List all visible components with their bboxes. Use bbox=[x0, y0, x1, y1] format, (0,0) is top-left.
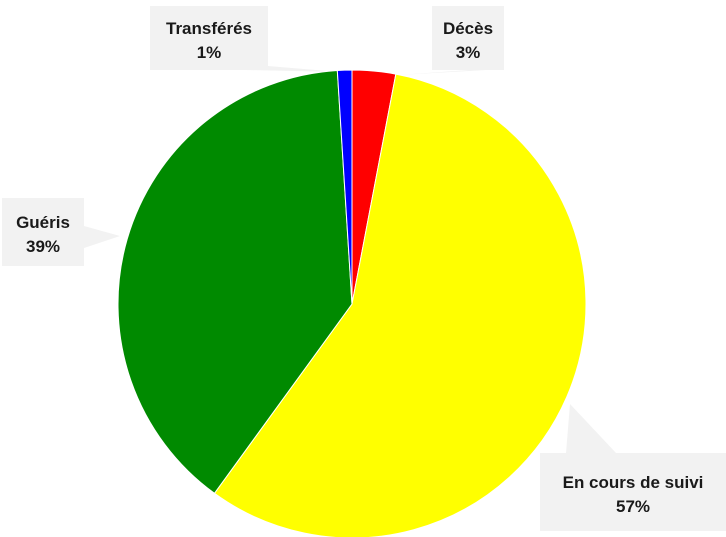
pie-slice-transf-r-s bbox=[336, 69, 353, 305]
callout-pointer bbox=[246, 66, 340, 72]
callout-pointer bbox=[398, 70, 486, 75]
callout-box bbox=[150, 6, 268, 70]
slice-percent-label: 39% bbox=[26, 237, 60, 256]
callout-box bbox=[432, 6, 504, 70]
callout-layer bbox=[2, 6, 726, 531]
slice-name-label: Décès bbox=[443, 19, 493, 38]
callout-box bbox=[2, 198, 84, 266]
pie-slice-gu-ris bbox=[117, 69, 353, 495]
data-label-layer: Décès 3% En cours de suivi 57% Guéris 39% Tran… bbox=[16, 19, 703, 516]
slice-name-label: Guéris bbox=[16, 213, 70, 232]
slice-layer bbox=[117, 69, 587, 537]
slice-name-label: Transférés bbox=[166, 19, 252, 38]
slice-percent-label: 3% bbox=[456, 43, 481, 62]
callout-box bbox=[540, 453, 726, 531]
callout-pointer bbox=[566, 404, 616, 453]
slice-percent-label: 57% bbox=[616, 497, 650, 516]
slice-name-label: En cours de suivi bbox=[563, 473, 704, 492]
callout-pointer bbox=[84, 226, 120, 248]
slice-percent-label: 1% bbox=[197, 43, 222, 62]
